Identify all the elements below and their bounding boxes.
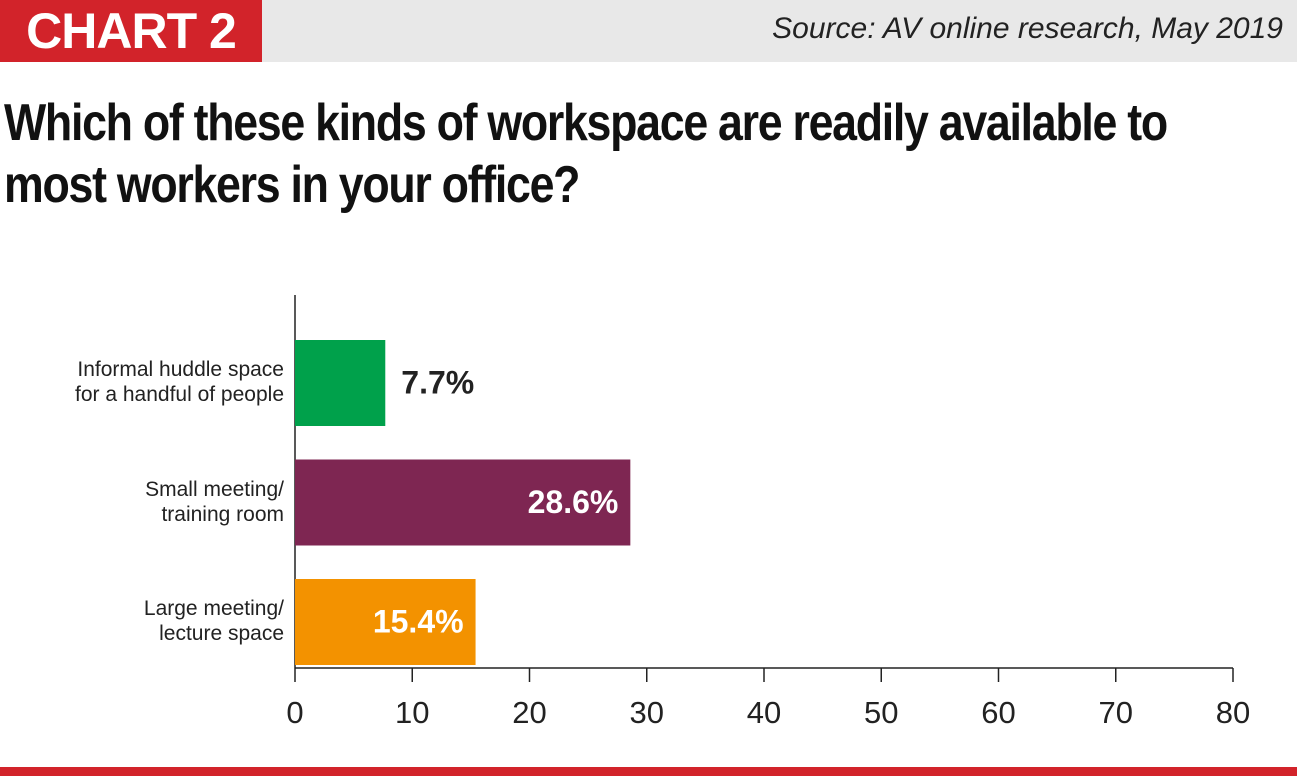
x-tick-label: 30 [630, 695, 664, 730]
bar [295, 459, 631, 546]
footer-rule [0, 767, 1297, 776]
value-label: 15.4% [373, 603, 464, 639]
x-tick-label: 10 [395, 695, 429, 730]
category-label: Large meeting/ lecture space [143, 597, 284, 645]
x-tick-label: 40 [747, 695, 781, 730]
value-label: 28.6% [528, 484, 619, 520]
bar [295, 340, 386, 426]
x-tick-label: 60 [981, 695, 1015, 730]
source: Source: AV online research, May 2019 [772, 12, 1283, 45]
x-tick-label: 80 [1216, 695, 1250, 730]
category-label: Small meeting/ training room [145, 477, 284, 526]
bar [295, 579, 476, 665]
x-tick-label: 0 [286, 695, 303, 730]
chart-title: Which of these kinds of workspace are re… [4, 94, 1168, 214]
x-tick-label: 20 [512, 695, 546, 730]
chart-badge: CHART 2 [0, 0, 262, 62]
value-label: 7.7% [401, 364, 474, 400]
x-tick-label: 50 [864, 695, 898, 730]
category-label: Informal huddle space for a handful of p… [75, 358, 284, 406]
x-tick-label: 70 [1099, 695, 1133, 730]
